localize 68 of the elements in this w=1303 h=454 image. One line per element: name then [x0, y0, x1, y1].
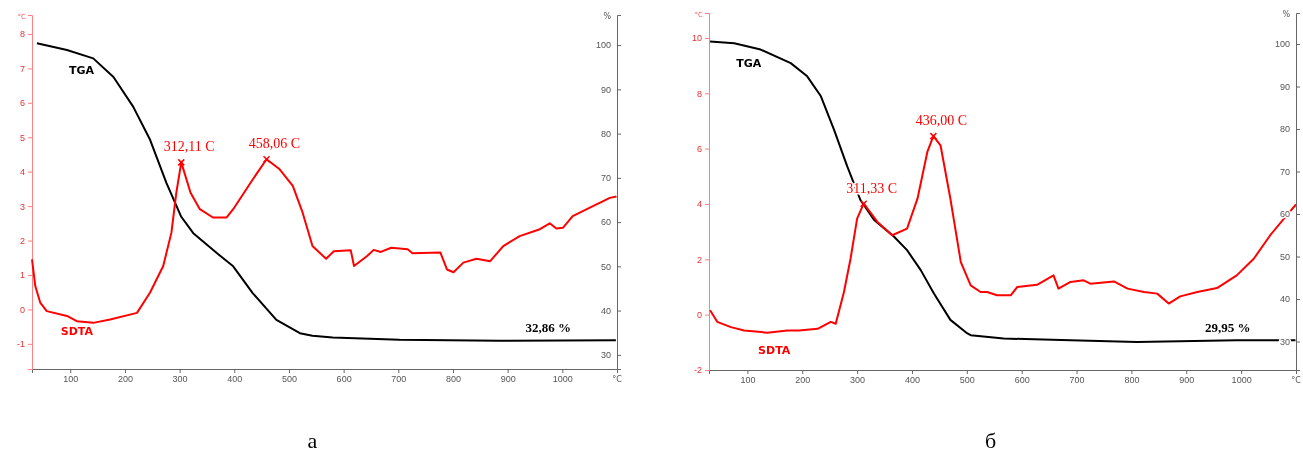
x-tick-label: 200 — [795, 375, 811, 386]
y2-tick-label: 70 — [1279, 166, 1290, 177]
x-tick-label: 400 — [904, 375, 920, 386]
y-tick-label: -2 — [693, 365, 702, 376]
y-tick-label: 5 — [19, 132, 25, 143]
x-tick-label: 100 — [63, 374, 79, 385]
y2-tick-label: 60 — [600, 217, 611, 228]
series-label: TGA — [736, 57, 762, 71]
y2-axis-title: % — [603, 12, 612, 21]
y2-tick-label: 40 — [600, 305, 611, 316]
y2-tick-label: 30 — [600, 350, 611, 361]
text: б — [984, 428, 997, 453]
x-tick-label: 600 — [1014, 375, 1030, 386]
x-axis-title: °C — [612, 375, 623, 384]
y-tick-label: 8 — [19, 29, 25, 40]
y2-axis-title: % — [1282, 10, 1291, 19]
annotation: 458,06 C — [248, 136, 301, 152]
annotation: 29,95 % — [1204, 320, 1251, 336]
y-tick-label: 1 — [19, 270, 25, 281]
line-series — [35, 42, 617, 342]
annotation: 312,11 C — [163, 139, 215, 155]
x-tick-label: 600 — [336, 374, 352, 385]
y-tick-label: 7 — [19, 63, 25, 74]
x-tick-label: 800 — [1124, 375, 1140, 386]
x-tick-label: 900 — [500, 374, 516, 385]
x-tick-label: 800 — [445, 374, 461, 385]
annotation: 32,86 % — [525, 320, 571, 336]
x-tick-label: 700 — [1069, 375, 1085, 386]
text: а — [307, 428, 318, 453]
y2-tick-label: 90 — [600, 84, 611, 95]
x-tick-label: 900 — [1179, 375, 1195, 386]
x-tick-label: 1000 — [552, 374, 573, 385]
y-tick-label: 2 — [696, 254, 702, 265]
annotation: 436,00 C — [915, 113, 968, 129]
x-tick-label: 200 — [117, 374, 133, 385]
y-tick-label: 8 — [696, 88, 702, 99]
x-tick-label: 400 — [227, 374, 243, 385]
y2-tick-label: 80 — [1279, 124, 1290, 135]
x-axis-title: °C — [1291, 376, 1302, 385]
y-tick-label: 10 — [691, 33, 702, 44]
x-tick-label: 1000 — [1231, 375, 1252, 386]
y-tick-label: 6 — [696, 143, 702, 154]
y-tick-label: 0 — [696, 310, 702, 321]
x-tick-label: 500 — [281, 374, 297, 385]
x-tick-label: 100 — [740, 375, 756, 386]
y-tick-label: 2 — [19, 235, 25, 246]
series-label: SDTA — [758, 344, 791, 358]
y2-tick-label: 40 — [1279, 294, 1290, 305]
y2-tick-label: 100 — [595, 40, 611, 51]
y2-tick-label: 50 — [600, 261, 611, 272]
x-tick-label: 300 — [850, 375, 866, 386]
y2-tick-label: 80 — [600, 128, 611, 139]
y-tick-label: 3 — [19, 201, 25, 212]
x-tick-label: 700 — [391, 374, 407, 385]
y2-tick-label: 70 — [600, 173, 611, 184]
x-tick-label: 500 — [959, 375, 975, 386]
line-series — [709, 40, 1297, 343]
y-tick-label: 0 — [19, 304, 25, 315]
y-tick-label: 4 — [696, 199, 702, 210]
y-tick-label: 6 — [19, 98, 25, 109]
series-label: TGA — [68, 63, 95, 77]
y2-tick-label: 50 — [1279, 251, 1290, 262]
y-tick-label: -1 — [16, 339, 25, 350]
y2-tick-label: 100 — [1274, 39, 1290, 50]
y2-tick-label: 90 — [1279, 81, 1290, 92]
y-tick-label: 4 — [19, 167, 25, 178]
x-tick-label: 300 — [172, 374, 188, 385]
series-label: SDTA — [60, 325, 94, 339]
